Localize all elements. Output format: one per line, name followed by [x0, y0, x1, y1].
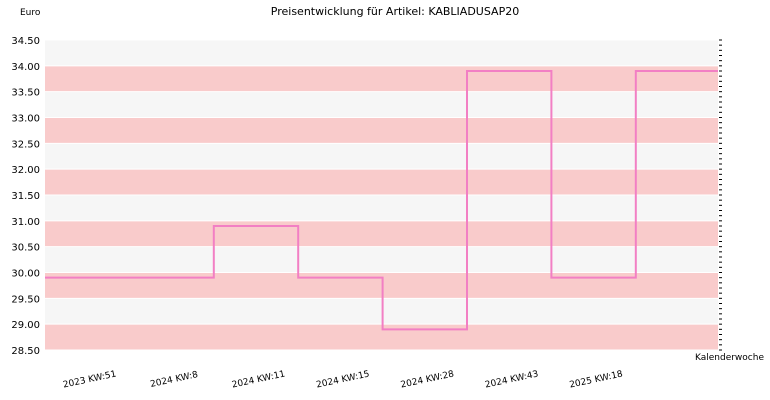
y-tick-label: 29.00	[11, 320, 40, 331]
background-band	[45, 91, 718, 118]
price-series	[45, 70, 718, 331]
price-step-line	[45, 70, 718, 331]
right-axis-minor-ticks	[719, 39, 722, 351]
background-band	[45, 169, 718, 195]
background-band	[45, 65, 718, 92]
background-bands	[45, 40, 718, 350]
y-tick-label: 30.50	[11, 243, 40, 254]
y-tick-label: 30.00	[11, 269, 40, 280]
background-band	[45, 298, 718, 325]
background-band	[45, 220, 718, 247]
background-band	[45, 246, 718, 273]
y-tick-label: 32.00	[11, 165, 40, 176]
x-tick-label: 2025 KW:18	[569, 369, 624, 390]
y-tick-label: 31.50	[11, 191, 40, 202]
x-axis-label: Kalenderwoche	[695, 353, 764, 363]
x-tick-label: 2023 KW:51	[62, 370, 117, 391]
horizontal-gridlines	[45, 39, 718, 351]
background-band	[45, 324, 718, 350]
x-tick-label: 2024 KW:15	[315, 370, 370, 391]
y-axis-label: Euro	[20, 8, 41, 18]
y-tick-label: 28.50	[11, 346, 40, 357]
background-band	[45, 143, 718, 170]
x-tick-label: 2024 KW:43	[484, 370, 539, 391]
y-axis-tick-labels: 28.50 29.00 29.50 30.00 30.50 31.00 31.50 32.00…	[11, 36, 40, 357]
background-band	[45, 117, 718, 144]
y-tick-label: 32.50	[11, 139, 40, 150]
background-band	[45, 272, 718, 299]
x-tick-label: 2024 KW:11	[231, 370, 286, 391]
x-tick-label: 2024 KW:28	[400, 369, 455, 390]
y-tick-label: 29.50	[11, 294, 40, 305]
y-tick-label: 33.00	[11, 114, 40, 125]
x-tick-label: 2024 KW:8	[149, 370, 199, 390]
y-tick-label: 33.50	[11, 88, 40, 99]
y-tick-label: 34.50	[11, 36, 40, 47]
background-band	[45, 195, 718, 221]
background-band	[45, 40, 718, 66]
x-axis-tick-labels: 2023 KW:51 2024 KW:8 2024 KW:11 2024 KW:15 2…	[62, 369, 624, 390]
y-tick-label: 34.00	[11, 62, 40, 73]
chart-title: Preisentwicklung für Artikel: KABLIADUSA…	[271, 5, 519, 18]
y-tick-label: 31.00	[11, 217, 40, 228]
